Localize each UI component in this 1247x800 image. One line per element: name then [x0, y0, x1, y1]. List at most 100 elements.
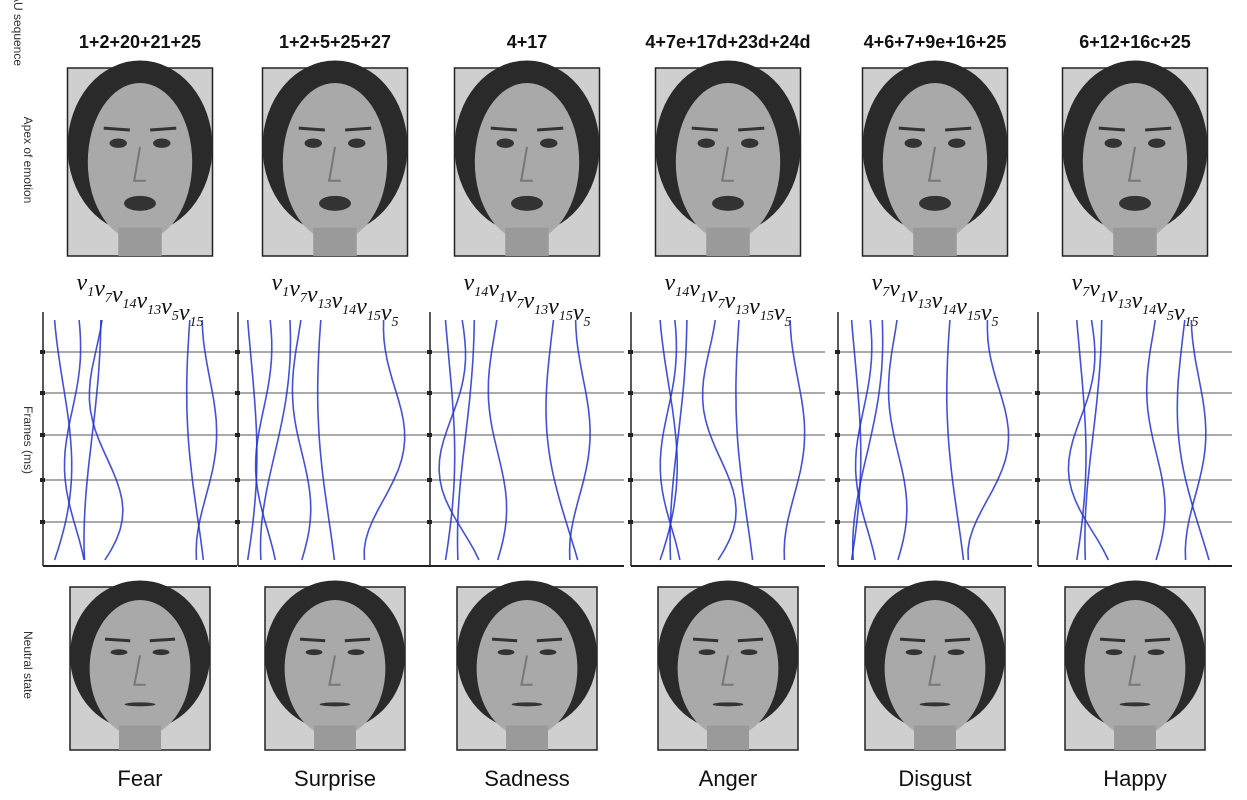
trajectory: [783, 319, 806, 561]
vector-symbol: v: [161, 294, 172, 320]
nose: [928, 146, 941, 182]
neck: [506, 725, 548, 750]
emotion-label: Happy: [1103, 766, 1167, 791]
trajectory: [291, 319, 312, 561]
brow: [738, 126, 765, 132]
eye: [1147, 649, 1165, 656]
eye: [904, 138, 922, 148]
nose: [520, 655, 533, 686]
au-sequence: 4+7e+17d+23d+24d: [645, 32, 810, 52]
brow: [944, 637, 971, 643]
vector-order: v7v1v13v14v5v15: [1072, 270, 1199, 330]
tick: [235, 433, 240, 437]
vector-symbol: v: [137, 288, 148, 314]
brow: [898, 126, 925, 132]
emotion-label: Surprise: [294, 766, 376, 791]
neck: [314, 725, 356, 750]
face: [677, 600, 779, 737]
vector-symbol: v: [774, 300, 785, 326]
face: [87, 83, 193, 241]
brow: [149, 637, 176, 643]
trajectory: [887, 319, 908, 561]
brow: [298, 126, 325, 132]
vector-symbol: v: [506, 282, 517, 308]
trajectory: [701, 319, 737, 561]
nose: [133, 655, 146, 686]
neutral-photo: [864, 580, 1006, 751]
mouth: [919, 702, 951, 707]
brow: [1144, 637, 1171, 643]
tick: [235, 391, 240, 395]
neck: [1114, 725, 1156, 750]
vector-index: 5: [991, 315, 998, 330]
vector-symbol: v: [488, 276, 499, 302]
face: [884, 600, 986, 737]
vector-index: 7: [882, 285, 890, 300]
vector-index: 5: [172, 309, 179, 324]
brow: [490, 126, 517, 132]
vector-symbol: v: [179, 300, 190, 326]
trajectory: [246, 319, 258, 561]
eye: [497, 649, 515, 656]
mouth: [712, 702, 744, 707]
trajectory: [967, 320, 1010, 561]
nose: [520, 146, 533, 182]
trajectory: [363, 319, 406, 561]
eye: [539, 649, 557, 656]
trajectory: [735, 319, 754, 561]
brow: [491, 637, 518, 643]
tick: [235, 478, 240, 482]
vector-symbol: v: [548, 294, 559, 320]
apex-photo: [861, 60, 1009, 257]
neck: [1113, 227, 1157, 256]
nose: [328, 146, 341, 182]
vector-symbol: v: [907, 282, 918, 308]
neutral-label: Neutral state: [21, 631, 35, 699]
vector-index: 7: [1082, 285, 1090, 300]
vector-index: 5: [583, 315, 590, 330]
au-sequence: 4+6+7+9e+16+25: [864, 32, 1007, 52]
eye: [109, 138, 127, 148]
trajectory: [254, 319, 277, 561]
eye: [153, 138, 171, 148]
tick: [1035, 350, 1040, 354]
mouth: [1119, 702, 1151, 707]
trajectory: [53, 319, 73, 561]
brow: [737, 637, 764, 643]
frames-label: Frames (ms): [21, 406, 35, 474]
tick: [628, 350, 633, 354]
neck: [707, 725, 749, 750]
vector-index: 1: [1100, 291, 1107, 306]
brow: [150, 126, 177, 132]
vector-index: 1: [900, 291, 907, 306]
vector-symbol: v: [1107, 282, 1118, 308]
trajectory: [195, 319, 218, 561]
apex-photo: [453, 60, 601, 257]
vector-index: 14: [675, 285, 689, 300]
mouth: [712, 195, 744, 211]
vector-symbol: v: [689, 276, 700, 302]
eye: [697, 138, 715, 148]
trajectory: [1184, 319, 1207, 561]
au-sequence-label: AU sequence: [11, 0, 25, 66]
au-sequence: 4+17: [507, 32, 548, 52]
face: [89, 600, 191, 737]
au-sequence: 6+12+16c+25: [1079, 32, 1191, 52]
trajectory: [487, 319, 508, 561]
brow: [103, 126, 130, 132]
vector-index: 13: [147, 303, 161, 318]
vector-index: 7: [105, 291, 113, 306]
brow: [345, 126, 372, 132]
eye: [496, 138, 514, 148]
tick: [40, 433, 45, 437]
brow: [1145, 126, 1172, 132]
tick: [40, 350, 45, 354]
tick: [835, 350, 840, 354]
trajectory: [259, 319, 292, 561]
brow: [537, 126, 564, 132]
trajectory: [88, 319, 124, 561]
vector-index: 14: [474, 285, 488, 300]
eye: [1105, 649, 1123, 656]
vector-index: 7: [517, 297, 525, 312]
